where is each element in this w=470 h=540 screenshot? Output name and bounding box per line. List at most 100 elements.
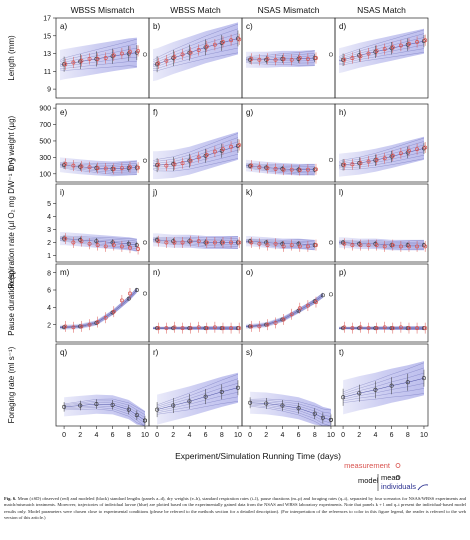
measurement-point xyxy=(407,326,411,331)
measurement-point xyxy=(281,317,286,322)
individual-trajectory xyxy=(59,291,138,329)
panel-letter: d) xyxy=(339,22,346,31)
x-tick-label: 4 xyxy=(373,432,377,439)
model-mean-point xyxy=(203,240,208,245)
panel-frame xyxy=(334,343,429,427)
x-tick-label: 2 xyxy=(357,432,361,439)
panel-q: q) 0 2 4 6 8 10 xyxy=(55,343,150,439)
measurement-point xyxy=(221,240,225,245)
model-mean-point xyxy=(341,57,346,62)
measurement-point xyxy=(156,239,161,244)
measurement-point xyxy=(103,244,108,249)
caption-text: Mean (±SD) observed (red) and modeled (b… xyxy=(4,496,466,521)
measurement-point xyxy=(237,143,242,148)
measurement-point xyxy=(229,144,234,149)
panel-l: l) xyxy=(334,183,429,263)
measurement-point xyxy=(103,56,108,60)
model-mean-point xyxy=(62,236,67,241)
measurement-point xyxy=(281,167,286,172)
x-tick-label: 10 xyxy=(420,432,428,439)
individual-trajectory xyxy=(343,388,425,402)
model-mean-point xyxy=(312,411,317,416)
model-mean-point xyxy=(389,326,394,331)
measurement-point xyxy=(196,48,201,52)
individual-trajectory xyxy=(157,382,239,409)
measurement-point xyxy=(342,162,347,167)
measurement-point xyxy=(297,306,302,311)
measurement-point xyxy=(407,41,411,46)
measurement-point xyxy=(237,326,242,331)
model-mean-point xyxy=(405,326,410,331)
measurement-point xyxy=(196,325,201,330)
model-mean-point xyxy=(142,240,147,245)
panel-d: d) NSAS Match xyxy=(334,5,429,99)
measurement-point xyxy=(314,56,318,60)
x-tick-label: 2 xyxy=(264,432,268,439)
measurement-point xyxy=(398,43,403,48)
model-mean-point xyxy=(312,55,317,60)
panel-letter: i) xyxy=(60,188,65,197)
measurement-point xyxy=(111,166,116,171)
measurement-point xyxy=(257,165,262,170)
measurement-point xyxy=(390,45,395,50)
panel-frame xyxy=(334,103,429,183)
model-envelope xyxy=(339,28,424,74)
individual-trajectory xyxy=(245,61,315,64)
measurement-point xyxy=(350,56,355,60)
model-mean-point xyxy=(134,287,139,292)
legend-mean-label: mean xyxy=(381,473,400,482)
model-mean-point xyxy=(280,403,285,408)
figure-caption: Fig. 6. Mean (±SD) observed (red) and mo… xyxy=(4,496,466,522)
measurement-point xyxy=(407,148,411,153)
panel-c: c) NSAS Mismatch xyxy=(241,5,336,99)
measurement-point xyxy=(87,56,92,61)
individual-trajectory xyxy=(245,163,315,166)
measurement-point xyxy=(196,239,201,244)
measurement-point xyxy=(423,145,428,150)
individual-trajectory xyxy=(245,240,315,244)
measurement-point xyxy=(237,240,242,245)
panel-f: f) xyxy=(148,103,243,183)
measurement-point xyxy=(87,322,92,327)
x-tick-label: 10 xyxy=(141,432,149,439)
measurement-point xyxy=(111,243,116,248)
panel-o: o) xyxy=(241,263,336,343)
individual-trajectory xyxy=(59,290,138,328)
measurement-point xyxy=(342,325,347,330)
model-mean-point xyxy=(142,291,147,296)
measurement-point xyxy=(79,164,84,169)
model-mean-point xyxy=(357,161,362,166)
panel-letter: t) xyxy=(339,348,344,357)
panel-k: k) xyxy=(241,183,336,263)
measurement-point xyxy=(366,159,371,164)
panel-letter: m) xyxy=(60,268,70,277)
y-axis-label: Pause duration (s) xyxy=(7,270,16,336)
measurement-point xyxy=(257,57,262,62)
model-envelope xyxy=(153,22,238,82)
measurement-point xyxy=(265,166,270,170)
measurement-point xyxy=(350,162,355,167)
measurement-point xyxy=(103,166,108,171)
model-envelope xyxy=(339,136,424,177)
model-mean-point xyxy=(94,166,99,171)
panel-e: e) xyxy=(55,103,150,183)
model-mean-point xyxy=(134,243,139,248)
panel-n: n) xyxy=(148,263,243,343)
measurement-point xyxy=(382,244,387,249)
y-axis-label: Dry weight (µg) xyxy=(7,115,16,170)
measurement-point xyxy=(119,244,124,249)
model-mean-point xyxy=(134,165,139,170)
measurement-point xyxy=(172,162,177,167)
measurement-point xyxy=(188,158,193,163)
measurement-point xyxy=(305,244,310,249)
measurement-point xyxy=(358,54,363,59)
panel-m: m) xyxy=(55,263,150,343)
measurement-point xyxy=(374,48,379,53)
measurement-point xyxy=(95,56,100,61)
measurement-point xyxy=(196,155,201,160)
individual-trajectory xyxy=(59,289,138,328)
individual-trajectory xyxy=(245,242,315,251)
measurement-point xyxy=(358,161,363,166)
x-tick-label: 6 xyxy=(390,432,394,439)
measurement-point xyxy=(423,244,428,249)
